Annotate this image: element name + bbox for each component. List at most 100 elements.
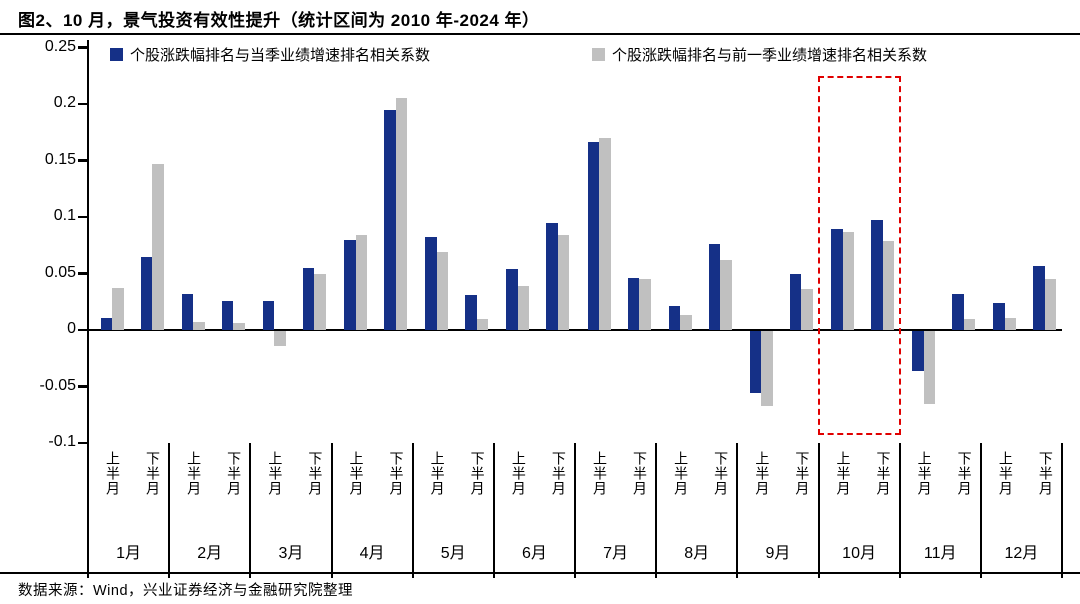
half-month-label: 下半月	[794, 451, 811, 496]
bar-previous-quarter	[517, 285, 530, 330]
bar-previous-quarter	[639, 279, 651, 330]
y-tick-label: 0.2	[53, 94, 76, 111]
half-month-label: 上半月	[754, 451, 771, 496]
bar-current-quarter	[465, 294, 477, 330]
half-month-label: 下半月	[1037, 451, 1054, 496]
bar-current-quarter	[952, 293, 964, 330]
bar-previous-quarter	[882, 240, 894, 330]
bar-current-quarter	[993, 302, 1005, 330]
bar-current-quarter	[789, 273, 802, 330]
half-month-label: 上半月	[510, 451, 527, 496]
bar-previous-quarter	[963, 318, 976, 330]
half-month-label: 下半月	[469, 451, 486, 496]
bar-previous-quarter	[1044, 279, 1057, 330]
half-month-label: 上半月	[916, 451, 933, 496]
month-divider	[1061, 443, 1063, 578]
bar-previous-quarter	[801, 289, 813, 330]
bar-current-quarter	[384, 109, 396, 330]
bar-current-quarter	[221, 300, 234, 330]
month-divider	[411, 443, 414, 578]
month-divider	[330, 443, 333, 578]
bar-current-quarter	[302, 267, 315, 330]
bar-previous-quarter	[761, 331, 773, 406]
month-divider	[898, 443, 901, 578]
half-month-label: 上半月	[105, 451, 121, 496]
bar-current-quarter	[262, 300, 275, 330]
bar-current-quarter	[546, 222, 558, 330]
bar-current-quarter	[708, 244, 721, 330]
bar-previous-quarter	[355, 235, 367, 330]
y-tick-label: 0.05	[44, 263, 76, 281]
month-label: 10月	[842, 545, 876, 562]
highlight-box	[817, 76, 901, 435]
month-label: 9月	[765, 545, 791, 562]
month-divider	[979, 443, 982, 578]
legend-label-previous-quarter: 个股涨跌幅排名与前一季业绩增速排名相关系数	[612, 47, 928, 64]
bar-previous-quarter	[436, 252, 449, 330]
legend-swatch-gray	[592, 48, 605, 61]
half-month-label: 下半月	[388, 451, 405, 496]
bar-previous-quarter	[112, 288, 124, 330]
y-tick-label: 0	[67, 320, 76, 337]
month-label: 11月	[923, 545, 957, 562]
legend-swatch-blue	[110, 48, 123, 61]
y-axis-tick	[78, 385, 87, 388]
bar-previous-quarter	[842, 231, 854, 330]
y-tick-label: 0.25	[44, 37, 76, 55]
bar-previous-quarter	[152, 163, 164, 330]
legend-item-previous-quarter: 个股涨跌幅排名与前一季业绩增速排名相关系数	[592, 44, 927, 65]
y-axis-tick	[78, 328, 87, 332]
half-month-label: 下半月	[956, 451, 973, 496]
y-axis-tick	[78, 102, 87, 106]
bar-previous-quarter	[557, 235, 570, 330]
half-month-label: 上半月	[997, 451, 1014, 496]
bar-current-quarter	[627, 278, 639, 330]
bar-current-quarter	[668, 306, 681, 330]
half-month-label: 上半月	[348, 451, 365, 496]
zero-line	[88, 329, 1062, 331]
month-divider	[736, 443, 739, 578]
y-tick-label: -0.1	[48, 433, 76, 450]
bar-current-quarter	[749, 331, 762, 394]
half-month-label: 上半月	[835, 451, 852, 496]
month-label: 7月	[603, 545, 629, 562]
bar-current-quarter	[831, 229, 843, 330]
bar-current-quarter	[506, 268, 518, 330]
bar-previous-quarter	[233, 323, 245, 330]
month-label: 6月	[521, 545, 547, 562]
half-month-label: 下半月	[226, 451, 243, 496]
bar-current-quarter	[100, 317, 112, 330]
half-month-label: 下半月	[632, 451, 648, 496]
bar-current-quarter	[912, 331, 924, 371]
bar-previous-quarter	[599, 137, 611, 330]
bar-current-quarter	[140, 256, 152, 330]
title-divider	[0, 33, 1080, 35]
month-label: 12月	[1004, 545, 1039, 562]
half-month-label: 上半月	[429, 451, 446, 496]
half-month-label: 上半月	[267, 451, 284, 496]
bar-previous-quarter	[1004, 317, 1017, 330]
bar-previous-quarter	[274, 331, 286, 346]
month-label: 2月	[197, 545, 223, 562]
half-month-label: 下半月	[307, 451, 324, 496]
bar-current-quarter	[425, 237, 437, 330]
bar-previous-quarter	[680, 315, 692, 330]
legend: 个股涨跌幅排名与当季业绩增速排名相关系数 个股涨跌幅排名与前一季业绩增速排名相关…	[0, 44, 1080, 64]
month-label: 3月	[278, 545, 304, 562]
bottom-rule	[0, 571, 1080, 574]
y-axis-tick	[78, 441, 87, 445]
figure-title: 图2、10 月，景气投资有效性提升（统计区间为 2010 年-2024 年）	[18, 11, 540, 30]
month-divider	[492, 443, 495, 578]
bar-current-quarter	[871, 220, 883, 330]
bar-previous-quarter	[720, 259, 732, 330]
bar-previous-quarter	[395, 98, 407, 330]
y-tick-label: -0.05	[39, 376, 76, 394]
bar-previous-quarter	[314, 273, 326, 330]
bar-current-quarter	[344, 239, 356, 330]
y-tick-label: 0.15	[44, 150, 76, 168]
half-month-label: 下半月	[145, 451, 161, 496]
legend-item-current-quarter: 个股涨跌幅排名与当季业绩增速排名相关系数	[110, 44, 430, 65]
month-label: 4月	[359, 545, 385, 562]
month-divider	[655, 443, 658, 578]
